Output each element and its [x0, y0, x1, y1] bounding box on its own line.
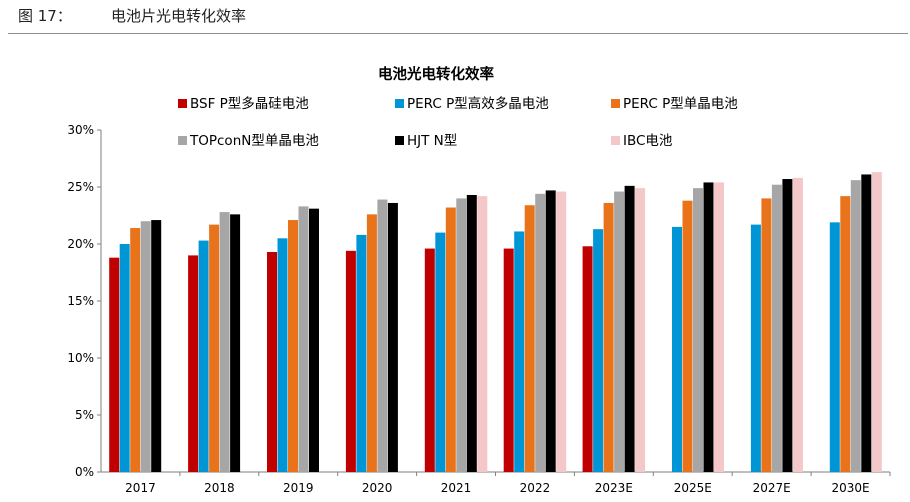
legend-swatch	[395, 99, 404, 108]
legend-label: HJT N型	[407, 133, 457, 149]
bar	[792, 177, 803, 472]
bar	[219, 212, 230, 472]
bar	[750, 224, 761, 472]
bar	[377, 199, 388, 473]
x-tick-label: 2019	[283, 481, 314, 495]
x-tick-label: 2021	[441, 481, 472, 495]
legend-label: PERC P型高效多晶电池	[407, 95, 549, 112]
bar	[477, 196, 488, 472]
bar	[556, 191, 567, 472]
figure-label: 图 17：	[18, 7, 72, 25]
bar	[603, 202, 614, 472]
bar	[871, 172, 882, 472]
legend-label: BSF P型多晶硅电池	[190, 95, 309, 112]
bar	[424, 248, 435, 472]
bar	[445, 207, 456, 472]
y-tick-label: 20%	[67, 237, 94, 251]
bar	[188, 255, 199, 472]
bar	[345, 250, 356, 472]
bar	[682, 200, 693, 472]
bar	[850, 180, 861, 472]
y-tick-label: 25%	[67, 180, 94, 194]
legend-swatch	[395, 136, 404, 145]
y-tick-label: 15%	[67, 294, 94, 308]
bar	[829, 222, 840, 472]
bar	[693, 188, 703, 472]
bar	[582, 246, 593, 472]
legend-swatch	[611, 99, 620, 108]
bar	[288, 220, 298, 472]
bar	[435, 232, 446, 472]
x-tick-label: 2027E	[753, 481, 791, 495]
bar	[545, 190, 556, 473]
bar	[209, 224, 220, 472]
x-tick-label: 2018	[204, 481, 235, 495]
bar	[703, 182, 714, 472]
bar	[277, 238, 288, 472]
y-tick-label: 30%	[67, 123, 94, 137]
x-tick-label: 2017	[125, 481, 156, 495]
bar	[840, 196, 851, 472]
bar	[130, 228, 141, 472]
bar	[230, 214, 241, 473]
x-tick-label: 2023E	[595, 481, 633, 495]
bar	[356, 234, 367, 472]
figure-header: 图 17： 电池片光电转化效率	[0, 0, 910, 28]
bar	[761, 198, 772, 472]
bar	[535, 193, 546, 472]
bar	[593, 229, 604, 472]
bar	[524, 205, 535, 473]
bar	[672, 226, 682, 472]
y-tick-label: 5%	[75, 408, 94, 422]
bar	[635, 188, 646, 472]
bar	[514, 231, 525, 472]
legend-label: PERC P型单晶电池	[623, 96, 738, 112]
bar	[861, 174, 872, 472]
bar	[119, 244, 130, 472]
figure-title: 电池片光电转化效率	[111, 7, 247, 25]
header-divider	[8, 33, 908, 34]
bar	[309, 208, 319, 472]
bar	[151, 220, 162, 472]
bar	[782, 179, 793, 472]
legend-label: TOPconN型单晶电池	[189, 133, 319, 149]
y-tick-label: 0%	[75, 465, 94, 479]
x-tick-label: 2025E	[674, 481, 712, 495]
bar	[503, 248, 514, 472]
bar	[614, 191, 625, 472]
bar	[456, 198, 467, 472]
legend-label: IBC电池	[623, 133, 672, 149]
bar	[198, 240, 209, 472]
bar	[140, 221, 151, 472]
x-tick-label: 2020	[362, 481, 393, 495]
chart-title: 电池光电转化效率	[378, 65, 494, 83]
x-tick-label: 2030E	[831, 481, 869, 495]
bar	[267, 251, 277, 472]
bar	[387, 202, 398, 472]
bar	[714, 182, 724, 472]
bar	[109, 257, 120, 472]
bar	[466, 194, 477, 473]
bar	[298, 206, 309, 472]
bar	[624, 185, 635, 473]
x-tick-label: 2022	[520, 481, 551, 495]
bar	[771, 184, 782, 472]
legend-swatch	[178, 99, 187, 108]
legend-swatch	[178, 136, 187, 145]
bar	[366, 214, 377, 473]
y-tick-label: 10%	[67, 351, 94, 365]
legend-swatch	[611, 136, 620, 145]
